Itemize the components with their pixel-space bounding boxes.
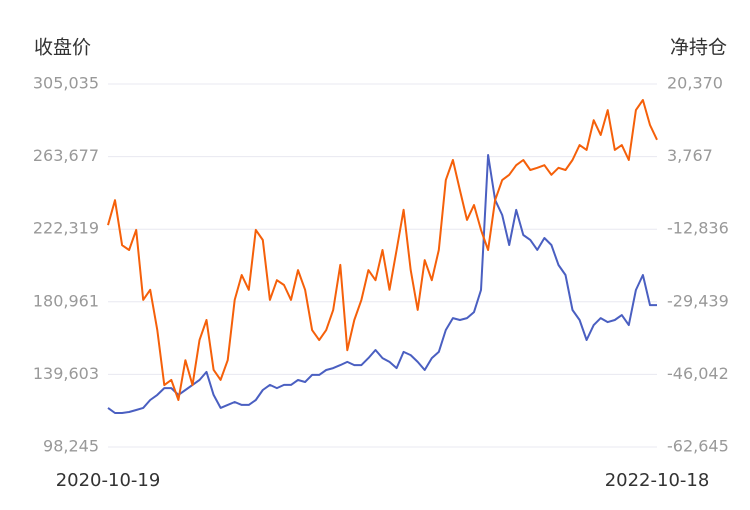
y2-tick-label: -46,042 bbox=[667, 364, 729, 383]
line-series bbox=[107, 99, 658, 401]
y2-tick-label: -62,645 bbox=[667, 437, 729, 456]
y2-axis-title: 净持仓 bbox=[670, 37, 727, 59]
y-tick-label: 222,319 bbox=[33, 219, 99, 238]
y2-tick-label: -29,439 bbox=[667, 291, 729, 310]
y2-tick-label: -12,836 bbox=[667, 219, 729, 238]
line-series bbox=[107, 154, 657, 414]
x-tick-label: 2020-10-19 bbox=[56, 470, 161, 491]
y-tick-label: 263,677 bbox=[33, 146, 99, 165]
y-tick-label: 305,035 bbox=[33, 74, 99, 93]
y2-tick-label: 3,767 bbox=[667, 146, 713, 165]
x-tick-label: 2022-10-18 bbox=[605, 470, 710, 491]
y2-tick-label: 20,370 bbox=[667, 74, 723, 93]
y-tick-label: 139,603 bbox=[33, 364, 99, 383]
y-axis-title: 收盘价 bbox=[34, 37, 91, 59]
y-tick-label: 98,245 bbox=[43, 437, 99, 456]
y-tick-label: 180,961 bbox=[33, 291, 99, 310]
